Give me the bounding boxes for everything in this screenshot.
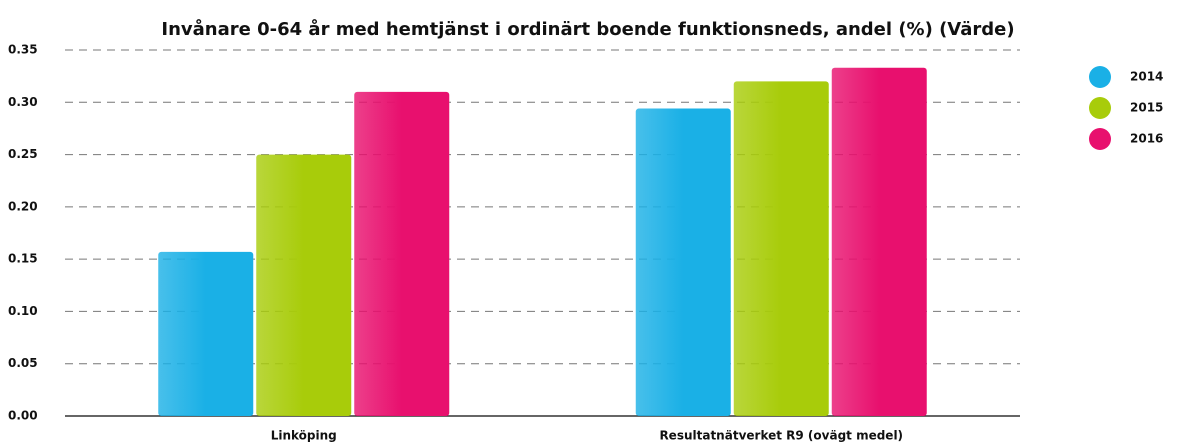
- bar: [635, 108, 731, 416]
- bar: [733, 81, 829, 416]
- bar: [831, 67, 927, 416]
- legend-label: 2016: [1130, 132, 1163, 146]
- y-tick-label: 0.15: [8, 252, 38, 266]
- y-tick-label: 0.25: [8, 147, 38, 161]
- y-tick-label: 0.00: [8, 409, 38, 423]
- legend-label: 2015: [1130, 101, 1163, 115]
- y-tick-label: 0.10: [8, 304, 38, 318]
- bar: [354, 91, 450, 416]
- y-tick-label: 0.30: [8, 95, 38, 109]
- bar: [256, 154, 352, 417]
- x-tick-label: Resultatnätverket R9 (ovägt medel): [659, 429, 903, 443]
- legend-label: 2014: [1130, 70, 1163, 84]
- y-tick-label: 0.05: [8, 356, 38, 370]
- bar: [158, 251, 254, 416]
- legend-swatch: [1089, 66, 1111, 88]
- y-tick-label: 0.20: [8, 199, 38, 213]
- chart-title: Invånare 0-64 år med hemtjänst i ordinär…: [161, 18, 1014, 40]
- x-tick-label: Linköping: [271, 429, 337, 443]
- y-tick-label: 0.35: [8, 43, 38, 57]
- legend-swatch: [1089, 97, 1111, 119]
- legend-swatch: [1089, 128, 1111, 150]
